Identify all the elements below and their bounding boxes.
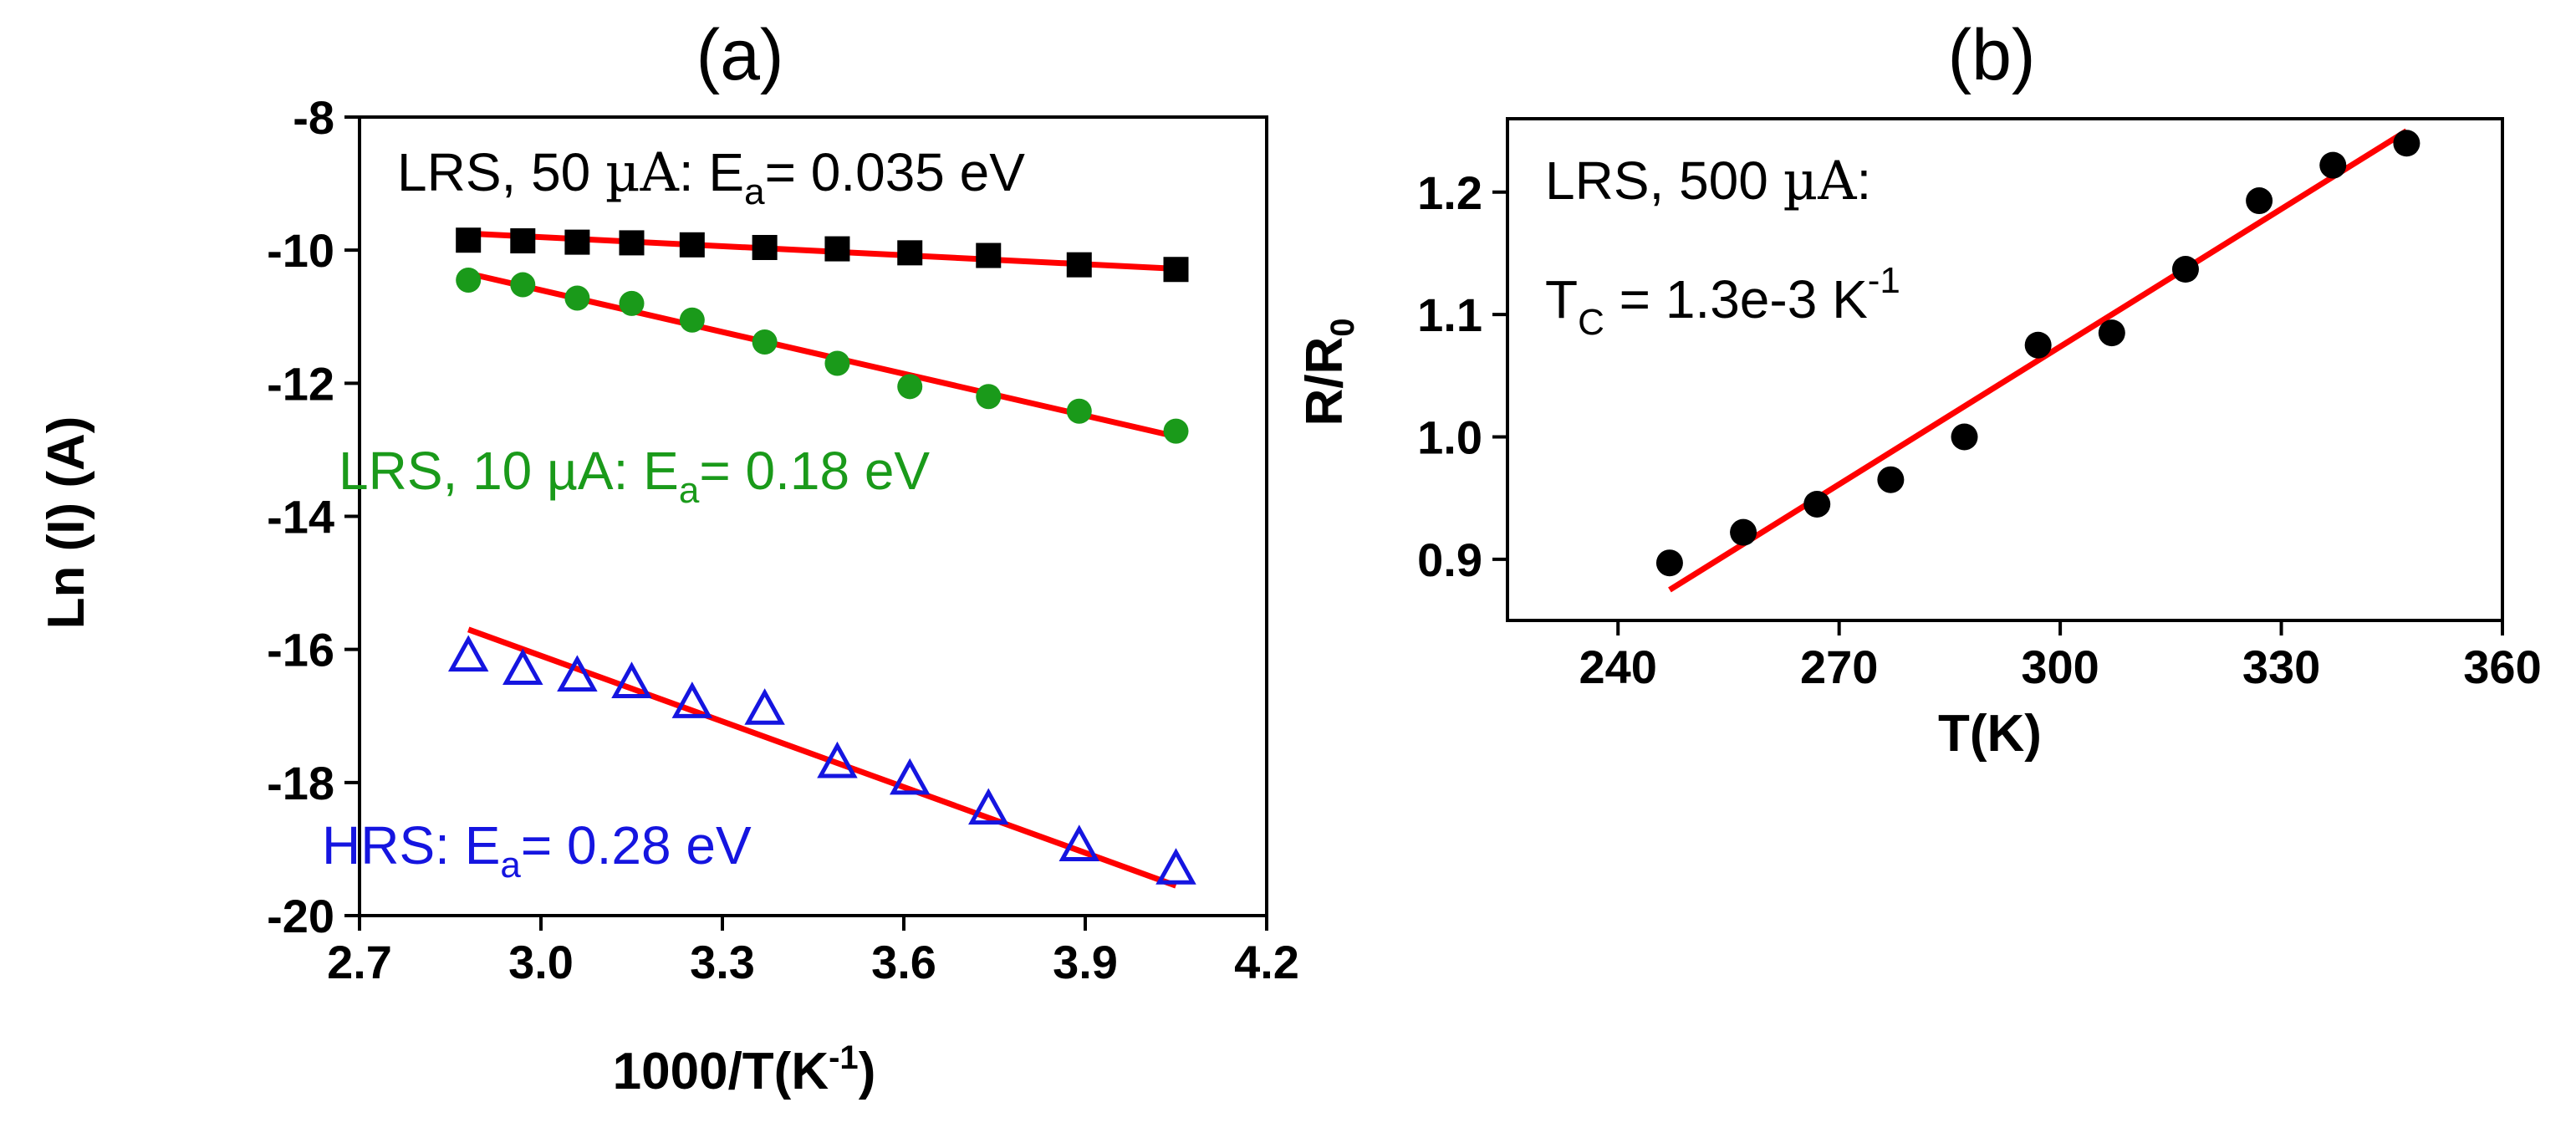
y-tick-label: 0.9 — [1417, 533, 1482, 586]
data-point-series-1 — [1066, 398, 1092, 424]
data-point-series-1 — [564, 285, 590, 311]
data-point-series-0 — [2024, 331, 2052, 359]
y-tick-label: -20 — [267, 890, 334, 942]
data-point-series-2 — [744, 688, 785, 725]
x-tick-label: 3.9 — [1053, 936, 1118, 988]
data-point-series-2 — [671, 681, 713, 718]
x-tick-label: 270 — [1800, 641, 1878, 693]
data-point-series-1 — [619, 290, 645, 316]
data-point-series-0 — [456, 227, 482, 253]
data-point-series-2 — [817, 741, 858, 778]
chart-panel-b: (b) 240 270 300 330 360 0.9 1.0 1.1 1.2 LRS, 500… — [1296, 15, 2542, 763]
chart-panel-a: (a) 2.7 3.0 3.3 3.6 3.9 4.2 -8 -10 -12 -14 -16 -18 -… — [38, 15, 1299, 1100]
annotation-lrs-500ua: LRS, 500 µA: — [1545, 151, 1871, 212]
data-point-series-2 — [502, 648, 543, 686]
annotation-hrs: HRS: Ea= 0.28 eV — [322, 815, 752, 886]
y-tick-label: -14 — [267, 491, 334, 544]
panel-b-x-axis-title: T(K) — [1938, 705, 2042, 763]
data-point-series-2 — [447, 635, 489, 672]
panel-a-x-axis-title: 1000/T(K-1) — [613, 1039, 876, 1100]
data-point-series-1 — [752, 329, 778, 355]
data-point-series-2 — [968, 788, 1009, 825]
data-point-series-2 — [1155, 848, 1196, 885]
panel-b-data-points — [1655, 130, 2420, 577]
y-tick-label: 1.2 — [1417, 166, 1482, 219]
y-tick-label: 1.1 — [1417, 288, 1482, 341]
data-point-series-0 — [510, 228, 536, 254]
data-point-series-0 — [1803, 490, 1831, 518]
x-tick-label: 240 — [1579, 641, 1657, 693]
panel-a-y-axis-title: Ln (I) (A) — [38, 416, 95, 630]
data-point-series-2 — [889, 758, 931, 795]
data-point-series-0 — [1730, 518, 1757, 546]
x-tick-label: 330 — [2242, 641, 2320, 693]
data-point-series-2 — [557, 655, 598, 692]
x-tick-label: 3.0 — [508, 936, 574, 988]
data-point-series-0 — [619, 230, 645, 256]
data-point-series-0 — [976, 242, 1002, 268]
data-point-series-1 — [1163, 418, 1189, 444]
data-point-series-2 — [611, 661, 652, 698]
x-tick-label: 4.2 — [1234, 936, 1299, 988]
y-tick-label: -16 — [267, 624, 334, 676]
y-tick-label: -8 — [293, 91, 334, 144]
annotation-lrs-50ua: LRS, 50 µA: Ea= 0.035 eV — [397, 142, 1025, 212]
x-tick-label: 360 — [2463, 641, 2541, 693]
data-point-series-1 — [897, 374, 923, 400]
panel-a-ticks: 2.7 3.0 3.3 3.6 3.9 4.2 -8 -10 -12 -14 -16 -18 -20 — [267, 91, 1299, 988]
data-point-series-0 — [679, 232, 705, 258]
x-tick-label: 300 — [2021, 641, 2099, 693]
data-point-series-2 — [1058, 824, 1100, 861]
data-point-series-0 — [2319, 151, 2347, 179]
data-point-series-1 — [510, 272, 536, 298]
y-tick-label: -18 — [267, 757, 334, 809]
panel-a-label: (a) — [696, 15, 783, 95]
data-point-series-0 — [1877, 466, 1905, 493]
data-point-series-0 — [564, 229, 590, 255]
data-point-series-0 — [2098, 319, 2125, 347]
data-point-series-1 — [679, 307, 705, 333]
panel-a-fit-lines — [467, 230, 1177, 889]
y-tick-label: -10 — [267, 224, 334, 277]
fit-line-series-0 — [1668, 128, 2409, 593]
panel-b-label: (b) — [1947, 15, 2035, 95]
data-point-series-0 — [1163, 257, 1189, 283]
x-tick-label: 3.3 — [690, 936, 755, 988]
y-tick-label: 1.0 — [1417, 411, 1482, 463]
data-point-series-0 — [752, 234, 778, 260]
data-point-series-0 — [2393, 130, 2420, 157]
y-tick-label: -12 — [267, 357, 334, 410]
data-point-series-0 — [897, 240, 923, 266]
panel-b-ticks: 240 270 300 330 360 0.9 1.0 1.1 1.2 — [1417, 166, 2542, 693]
panel-b-y-axis-title: R/R0 — [1296, 318, 1361, 426]
panel-b-fit-lines — [1668, 128, 2409, 593]
annotation-tc: TC = 1.3e-3 K-1 — [1545, 260, 1900, 343]
x-tick-label: 3.6 — [871, 936, 936, 988]
x-tick-label: 2.7 — [327, 936, 392, 988]
data-point-series-0 — [2246, 187, 2273, 215]
data-point-series-0 — [1066, 252, 1092, 278]
data-point-series-0 — [1951, 423, 1978, 451]
panel-b-plot-frame — [1506, 117, 2504, 622]
data-point-series-1 — [456, 267, 482, 293]
data-point-series-0 — [824, 236, 850, 262]
panel-a-data-points — [447, 227, 1196, 885]
data-point-series-0 — [2171, 256, 2199, 283]
annotation-lrs-10ua: LRS, 10 µA: Ea= 0.18 eV — [339, 441, 930, 511]
data-point-series-1 — [976, 384, 1002, 410]
data-point-series-0 — [1655, 549, 1683, 577]
data-point-series-1 — [824, 350, 850, 376]
